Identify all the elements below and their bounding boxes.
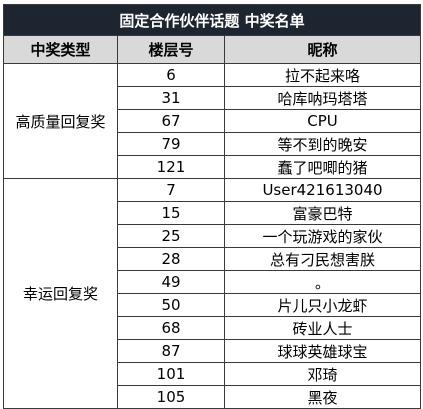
category-cell: 幸运回复奖 [3,178,118,409]
floor-cell: 31 [117,86,225,110]
floor-cell: 87 [117,339,225,363]
floor-cell: 7 [117,178,225,202]
table-row: 31 哈库呐玛塔塔 [4,86,421,110]
floor-cell: 79 [117,132,225,156]
nickname-cell: 总有刁民想害朕 [224,247,421,271]
floor-cell: 101 [117,362,225,386]
winners-table: 固定合作伙伴话题 中奖名单 中奖类型 楼层号 昵称 高质量回复奖 6 拉不起来咯 31… [3,4,421,409]
nickname-cell: User421613040 [224,178,421,202]
table-row: 幸运回复奖 7 User421613040 [3,178,421,409]
table-row: 49。 [4,270,421,294]
floor-cell: 68 [117,316,225,340]
floor-cell: 50 [117,293,225,317]
nickname-cell: 富豪巴特 [224,201,421,225]
nickname-cell: 哈库呐玛塔塔 [224,86,421,110]
nickname-cell: 。 [224,270,421,294]
nickname-cell: 黑夜 [224,385,421,409]
floor-cell: 49 [117,270,225,294]
floor-cell: 28 [117,247,225,271]
nickname-cell: 蠢了吧唧的猪 [224,155,421,179]
header-nickname: 昵称 [224,35,421,64]
header-category: 中奖类型 [3,35,118,64]
floor-cell: 25 [117,224,225,248]
header-floor: 楼层号 [117,35,225,64]
table-row: 高质量回复奖 6 拉不起来咯 [3,63,421,179]
table-row: 28 总有刁民想害朕 [4,247,421,271]
table-row: 15 富豪巴特 [4,201,421,225]
nickname-cell: 砖业人士 [224,316,421,340]
category-cell: 高质量回复奖 [3,63,118,179]
floor-cell: 105 [117,385,225,409]
table-body: 高质量回复奖 6 拉不起来咯 31 哈库呐玛塔塔 67 CPU 79 等不到的晚安 121 蠢了吧唧… [3,63,421,409]
nickname-cell: 片儿只小龙虾 [224,293,421,317]
table-title: 固定合作伙伴话题 中奖名单 [3,4,421,36]
nickname-cell: 球球英雄球宝 [224,339,421,363]
table-row: 67 CPU [4,109,421,133]
table-row: 68 砖业人士 [4,316,421,340]
table-row: 105 黑夜 [4,385,421,409]
nickname-cell: 等不到的晚安 [224,132,421,156]
nickname-cell: 拉不起来咯 [224,63,421,87]
floor-cell: 67 [117,109,225,133]
nickname-cell: 一个玩游戏的家伙 [224,224,421,248]
nickname-cell: 邓琦 [224,362,421,386]
floor-cell: 121 [117,155,225,179]
nickname-cell: CPU [224,109,421,133]
table-row: 101 邓琦 [4,362,421,386]
table-row: 25 一个玩游戏的家伙 [4,224,421,248]
floor-cell: 6 [117,63,225,87]
floor-cell: 15 [117,201,225,225]
table-row: 121 蠢了吧唧的猪 [4,155,421,179]
table-row: 79 等不到的晚安 [4,132,421,156]
